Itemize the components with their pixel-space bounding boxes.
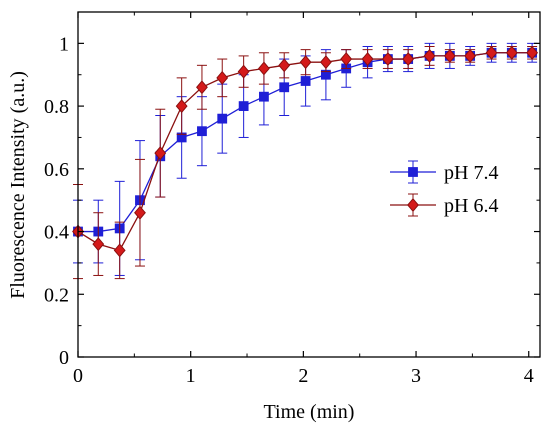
data-point xyxy=(300,76,311,86)
y-tick-label: 0.4 xyxy=(44,222,69,244)
data-point xyxy=(279,82,290,93)
data-point xyxy=(258,61,270,76)
y-tick-label: 0.8 xyxy=(44,96,69,118)
series-layer xyxy=(72,42,539,280)
legend-entry-1: pH 7.4 xyxy=(390,160,498,184)
data-point xyxy=(92,237,105,252)
legend-marker xyxy=(408,167,418,177)
data-point xyxy=(216,70,229,85)
data-point xyxy=(402,52,415,67)
data-point xyxy=(505,45,518,60)
data-point xyxy=(259,91,269,102)
data-point xyxy=(299,55,312,70)
x-axis-title: Time (min) xyxy=(264,401,355,423)
data-point xyxy=(423,48,436,63)
x-tick-label: 3 xyxy=(411,365,421,387)
tick-layer: 0 1 2 3 4 0 0.2 0.4 0.6 0.8 1 xyxy=(44,11,540,387)
data-point xyxy=(381,52,394,67)
legend-label: pH 7.4 xyxy=(444,162,498,184)
data-point xyxy=(238,101,249,111)
x-tick-label: 1 xyxy=(186,365,196,387)
y-tick-label: 1 xyxy=(59,33,69,55)
x-tick-label: 0 xyxy=(73,365,83,387)
data-point xyxy=(278,58,291,73)
legend: pH 7.4 pH 6.4 xyxy=(390,160,498,217)
plot-frame xyxy=(77,11,541,358)
data-point xyxy=(340,52,353,67)
data-point xyxy=(526,45,539,60)
data-point xyxy=(485,45,498,60)
x-tick-label: 4 xyxy=(524,365,534,387)
series-2 xyxy=(72,45,539,280)
data-point xyxy=(113,243,126,258)
data-point xyxy=(443,48,456,63)
data-point xyxy=(361,52,374,67)
data-point xyxy=(175,99,188,114)
data-point xyxy=(319,55,332,70)
legend-entry-2: pH 6.4 xyxy=(390,193,498,217)
legend-label: pH 6.4 xyxy=(444,195,498,217)
data-point xyxy=(197,126,207,137)
x-tick-label: 2 xyxy=(298,365,308,387)
data-point xyxy=(217,113,228,124)
data-point xyxy=(134,205,146,220)
data-point xyxy=(154,146,167,161)
data-point xyxy=(196,80,208,95)
legend-marker xyxy=(407,198,419,212)
plot-background xyxy=(78,12,540,357)
y-tick-label: 0.2 xyxy=(44,284,69,306)
y-tick-label: 0 xyxy=(59,347,69,369)
data-point xyxy=(464,48,477,63)
data-point xyxy=(237,64,250,79)
y-tick-label: 0.6 xyxy=(44,159,69,181)
y-axis-title: Fluorescence Intensity (a.u.) xyxy=(7,71,29,299)
